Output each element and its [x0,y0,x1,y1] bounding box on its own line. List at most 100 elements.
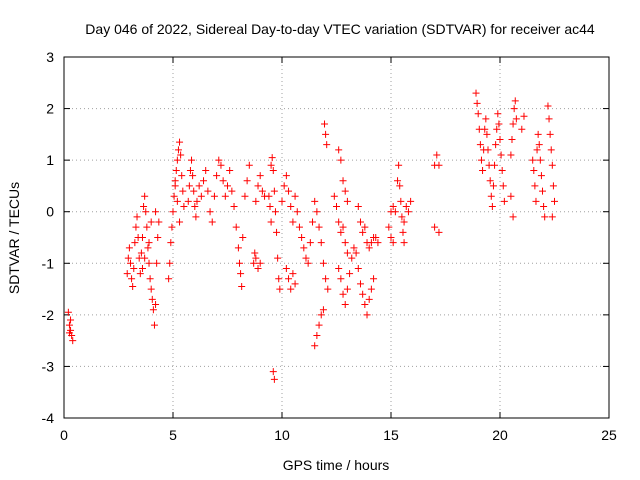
data-point [254,264,262,272]
data-point [274,254,282,262]
data-point [213,172,221,180]
data-point [341,187,349,195]
data-point [317,311,325,319]
data-point [123,270,131,278]
y-tick-label: -1 [42,255,55,271]
data-point [496,136,504,144]
data-point [147,218,155,226]
data-point [280,182,288,190]
data-point [266,203,274,211]
data-point [265,192,273,200]
data-point [221,192,229,200]
data-point [250,259,258,267]
data-point [398,213,406,221]
data-point [126,259,134,267]
data-point [322,275,330,283]
data-point [192,213,200,221]
data-point [289,270,297,278]
data-point [481,125,489,133]
data-point [387,234,395,241]
x-tick-label: 15 [383,427,399,443]
data-point [337,275,345,283]
data-point [319,259,327,267]
data-point [210,192,218,200]
data-point [144,244,152,252]
data-point [395,161,403,169]
data-point [547,146,555,154]
data-point [337,228,345,236]
data-point [256,259,264,267]
data-point [324,285,332,293]
data-point [534,130,542,138]
data-point [548,213,556,221]
data-point [404,208,412,216]
data-point [149,306,157,314]
data-point [197,192,205,200]
data-point [267,218,275,226]
data-point [133,213,141,221]
data-point [397,197,405,205]
data-point [238,282,246,290]
data-point [195,182,203,190]
data-point [482,115,490,123]
data-point [333,203,340,211]
data-point [282,264,290,272]
data-point [287,203,295,211]
x-tick-label: 25 [601,427,617,443]
data-point [131,239,139,247]
data-point [189,172,197,180]
data-point [148,295,156,303]
data-point [354,264,362,272]
data-point [226,166,234,174]
data-point [309,218,317,226]
x-tick-label: 10 [274,427,290,443]
data-point [176,138,184,146]
data-point [541,213,549,221]
data-point [339,177,347,185]
data-point [487,192,495,200]
data-point [323,141,331,149]
data-point [495,120,503,128]
data-point [498,166,506,174]
data-point [191,203,199,211]
data-point [348,254,356,262]
data-point [217,161,225,169]
data-point [128,275,136,283]
data-point [509,213,517,221]
data-point [179,187,187,195]
data-point [508,136,516,144]
data-point [389,203,397,211]
data-point [168,223,176,231]
data-point [507,151,515,159]
data-point [270,187,278,195]
data-point [276,285,284,293]
data-point [500,197,508,205]
data-point [208,218,216,226]
data-point [536,156,544,164]
data-point [488,203,496,211]
data-point [291,192,299,200]
data-point [545,115,553,123]
data-point [491,161,499,169]
data-point [537,172,545,180]
data-points [64,89,558,383]
data-point [476,141,484,149]
data-point [142,208,150,216]
data-point [370,275,378,283]
data-point [484,146,492,154]
data-point [140,203,148,211]
data-point [124,254,132,262]
data-point [254,182,262,190]
y-tick-label: 2 [46,101,54,117]
data-point [224,182,231,190]
data-point [473,99,481,107]
data-point [435,228,443,236]
data-point [512,115,520,123]
data-point [172,166,180,174]
data-point [359,290,367,298]
y-tick-label: -3 [42,358,55,374]
data-point [400,218,408,226]
data-point [252,197,260,205]
data-point [365,244,373,252]
